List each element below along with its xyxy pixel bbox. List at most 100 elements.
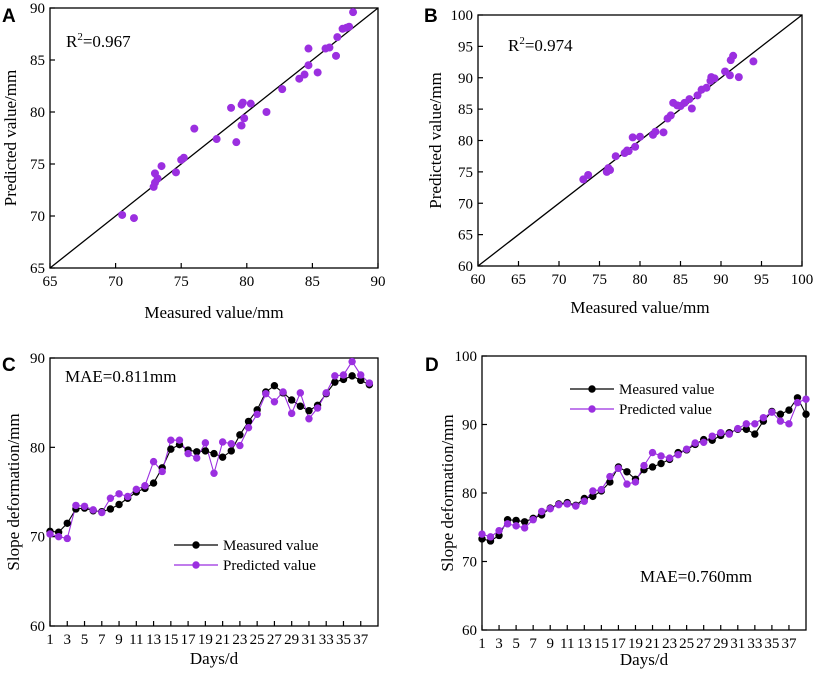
predicted-point: [520, 524, 529, 532]
x-tick-label: 80: [239, 274, 254, 290]
x-axis-label: Measured value/mm: [570, 298, 709, 317]
scatter-point: [666, 111, 675, 120]
x-tick-label: 29: [284, 632, 299, 648]
x-tick-label: 1: [478, 636, 486, 652]
predicted-point: [54, 532, 63, 541]
scatter-point: [246, 99, 255, 108]
predicted-point: [742, 420, 751, 428]
predicted-point: [184, 449, 192, 458]
scatter-point: [734, 73, 743, 82]
r-squared-base: R: [508, 36, 520, 55]
measured-point: [201, 447, 210, 455]
y-tick-label: 100: [455, 349, 478, 365]
x-axis-label: Measured value/mm: [144, 303, 283, 322]
predicted-point: [802, 395, 810, 403]
predicted-point: [606, 472, 614, 481]
predicted-point: [589, 487, 597, 495]
x-tick-label: 27: [696, 636, 712, 652]
x-tick-label: 23: [662, 636, 677, 652]
predicted-point: [512, 522, 520, 530]
predicted-point: [305, 415, 313, 423]
scatter-point: [157, 162, 166, 171]
measured-point: [236, 431, 244, 439]
predicted-point: [322, 389, 330, 397]
panel-letter: B: [424, 6, 438, 27]
predicted-point: [563, 500, 571, 508]
predicted-point: [201, 439, 210, 447]
measured-point: [606, 478, 614, 486]
r-squared-annotation: R2=0.974: [508, 35, 573, 55]
scatter-point: [349, 8, 358, 17]
scatter-point: [332, 51, 341, 60]
x-tick-label: 33: [747, 636, 762, 652]
predicted-point: [357, 371, 365, 379]
x-tick-label: 37: [781, 636, 797, 652]
x-tick-label: 5: [81, 632, 89, 648]
legend: Measured value Predicted value: [174, 538, 319, 574]
scatter-point: [150, 169, 159, 178]
x-tick-label: 90: [371, 274, 386, 290]
x-tick-label: 13: [577, 636, 592, 652]
x-tick-label: 19: [198, 632, 213, 648]
legend-measured-marker: [588, 385, 596, 393]
y-tick-label: 70: [30, 209, 45, 225]
measured-point: [106, 505, 115, 513]
legend-predicted-marker: [192, 561, 200, 569]
legend-predicted-label: Predicted value: [223, 558, 316, 574]
x-tick-label: 85: [305, 274, 320, 290]
panel-letter: A: [2, 6, 16, 27]
predicted-series-line: [49, 360, 370, 540]
y-tick-label: 60: [462, 623, 477, 639]
panel-letter: D: [425, 355, 439, 376]
scatter-point: [232, 138, 241, 147]
measured-point: [623, 468, 631, 476]
predicted-point: [776, 417, 785, 425]
predicted-point: [149, 457, 158, 466]
x-tick-label: 70: [108, 274, 123, 290]
x-tick-label: 95: [754, 272, 769, 288]
predicted-point: [597, 485, 606, 494]
predicted-point: [270, 398, 279, 406]
measured-point: [589, 492, 597, 501]
x-tick-label: 60: [471, 272, 486, 288]
y-tick-label: 80: [30, 440, 45, 456]
predicted-point: [717, 429, 725, 437]
x-tick-label: 11: [560, 636, 574, 652]
scatter-point: [237, 121, 246, 130]
scatter-point: [240, 114, 249, 123]
x-tick-label: 17: [611, 636, 627, 652]
predicted-point: [768, 408, 776, 416]
y-axis-label: Slope deformation/mm: [4, 413, 23, 570]
predicted-point: [631, 478, 640, 486]
scatter-point: [262, 108, 271, 116]
x-tick-label: 75: [592, 272, 607, 288]
measured-point: [287, 396, 296, 404]
x-tick-label: 7: [529, 636, 537, 652]
scatter-point: [636, 132, 644, 141]
x-tick-label: 11: [129, 632, 143, 648]
x-tick-label: 17: [181, 632, 197, 648]
x-tick-label: 25: [250, 632, 265, 648]
y-tick-label: 60: [458, 259, 473, 275]
scatter-point: [304, 61, 313, 70]
r-squared-annotation: R2=0.967: [66, 31, 131, 51]
predicted-point: [572, 502, 580, 510]
predicted-point: [348, 357, 356, 366]
y-tick-label: 85: [30, 53, 45, 69]
predicted-point: [63, 534, 71, 543]
y-tick-label: 95: [458, 39, 473, 55]
predicted-point: [167, 436, 175, 444]
r-squared-value: =0.974: [525, 36, 573, 55]
measured-point: [296, 402, 305, 410]
legend-measured-label: Measured value: [619, 382, 715, 398]
y-tick-label: 80: [462, 486, 477, 502]
x-tick-label: 37: [353, 632, 369, 648]
predicted-point: [537, 507, 546, 516]
scatter-point: [611, 152, 620, 161]
x-axis-label: Days/d: [620, 650, 669, 669]
scatter-point: [624, 147, 633, 156]
panel-letter: C: [2, 355, 16, 376]
predicted-point: [546, 505, 554, 513]
y-tick-label: 65: [458, 228, 473, 244]
scatter-point: [628, 133, 637, 142]
